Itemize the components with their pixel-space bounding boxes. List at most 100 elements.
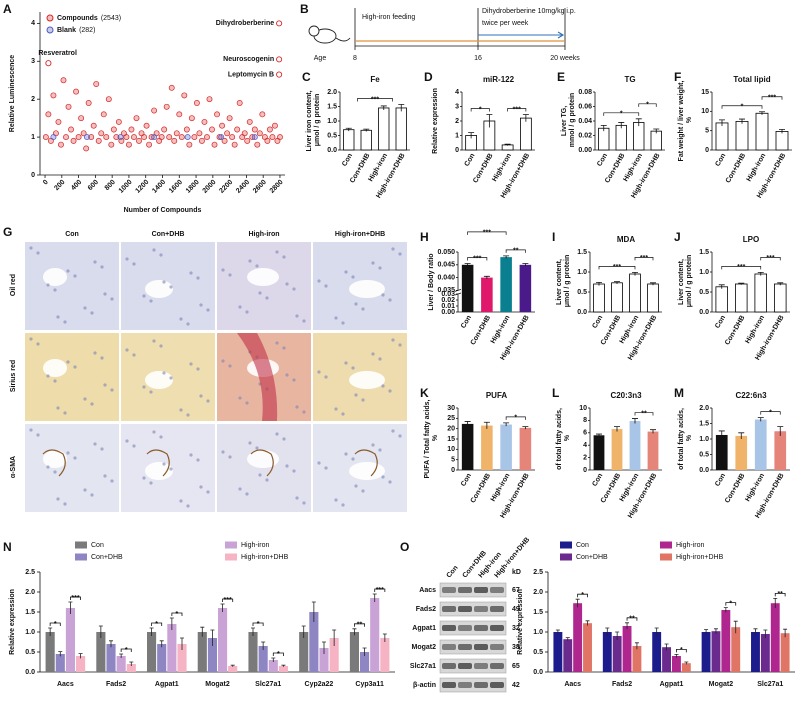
bar [116,656,126,672]
data-point [219,122,226,129]
significance-label: *** [640,255,648,262]
bar [612,636,622,672]
age-label: Age [314,55,327,62]
bar [593,283,605,313]
data-point [143,122,150,129]
data-point [166,134,173,141]
y-tick-label: 0.5 [699,451,709,458]
significance-label: *** [766,255,774,262]
y-tick-label: 1.5 [533,609,543,616]
data-point [186,141,193,148]
bar [715,122,729,151]
significance-bracket [354,623,365,627]
data-point [209,126,215,133]
nucleus [341,321,345,325]
data-point [84,134,90,141]
bar [329,638,339,672]
nucleus [228,364,232,368]
data-point [251,134,258,141]
data-point [161,126,168,133]
y-tick-label: 0.0 [327,147,337,154]
legend-swatch [660,541,672,549]
nucleus [189,453,193,457]
blot-band [458,682,472,688]
panel-letter: C [302,70,311,84]
legend-label: High-iron+DHB [241,554,289,561]
nucleus [186,504,190,508]
nucleus [149,481,153,485]
y-tick-label: 2.5 [533,569,543,576]
bar [622,626,632,672]
highlight-label: Resveratrol [38,50,77,57]
nucleus [324,375,328,379]
nucleus [228,273,232,277]
error-bar [600,124,607,132]
micrograph [217,424,311,512]
data-point [206,96,213,103]
vessel [145,371,173,389]
vessel [349,280,385,298]
significance-label: * [514,415,517,422]
nucleus [46,374,50,378]
legend-swatch [75,553,87,561]
row-label: α-SMA [10,456,17,478]
data-point [60,77,67,84]
nucleus [354,302,358,306]
x-tick-label: Cyp2a22 [305,681,334,688]
bar [721,610,731,672]
bar [735,120,749,151]
y-tick-label: 1.0 [25,629,35,636]
significance-bracket [505,249,526,253]
y-tick-label: 0.00 [578,147,592,154]
nucleus [228,455,232,459]
y-tick-label: 2 [455,118,459,125]
y-tick-label: 0 [583,467,587,474]
data-point [70,137,77,144]
y-tick-label: 4 [31,20,35,27]
nucleus [341,412,345,416]
significance-bracket [507,108,527,112]
bar [519,264,532,312]
nucleus [221,450,225,454]
data-point [168,84,175,91]
nucleus [132,262,136,266]
y-tick-label: 0.04 [578,118,592,125]
y-tick-label: 25 [447,415,455,422]
error-bar [363,128,370,132]
y-tick-label: 0.03 [441,291,455,298]
y-tick-label: 0.050 [437,249,455,256]
error-bar [362,647,367,656]
significance-bracket [638,103,657,107]
y-tick-label: 2.0 [699,405,709,412]
data-point [191,134,198,141]
data-point [50,92,57,99]
error-bar [757,417,764,422]
data-point [128,126,135,133]
nucleus [103,474,107,478]
data-point [183,126,190,133]
data-point [214,111,220,118]
blot-band [474,625,488,631]
error-bar [149,627,154,636]
error-bar [713,628,718,634]
nucleus [66,451,70,455]
error-bar [632,272,638,276]
nucleus [285,282,289,286]
y-tick-label: 2.5 [25,569,35,576]
panel-letter: M [674,386,684,400]
data-point [246,118,253,125]
nucleus [83,397,87,401]
data-point [141,134,147,141]
nucleus [56,497,60,501]
y-tick-label: 4 [583,442,587,449]
blot-strip [439,582,507,598]
error-bar [68,601,73,614]
nucleus [199,394,203,398]
nucleus [142,385,146,389]
y-tick-label: 15 [447,436,455,443]
data-point [196,130,203,137]
nucleus [285,373,289,377]
significance-bracket [357,98,393,102]
bar [360,652,370,672]
significance-label: *** [613,264,621,271]
